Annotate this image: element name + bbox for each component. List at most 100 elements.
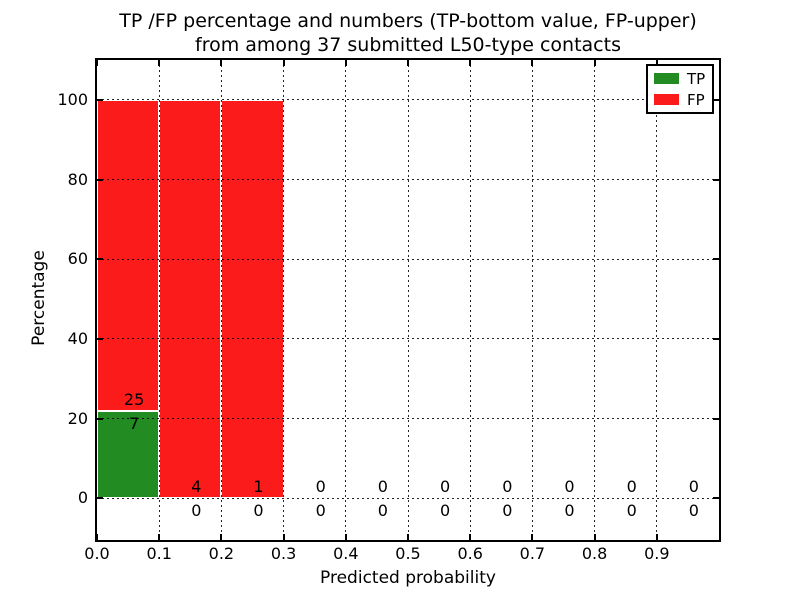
gridline-y-0 — [97, 497, 719, 499]
legend-item-tp: TP — [654, 71, 706, 87]
x-tick-bottom-0.7 — [531, 534, 534, 540]
y-tick-left-100 — [97, 98, 103, 101]
x-tick-bottom-0.9 — [655, 534, 658, 540]
y-axis-label: Percentage — [29, 250, 49, 346]
tp-count-bin2: 0 — [253, 501, 264, 521]
y-tick-right-0 — [713, 497, 719, 500]
x-tick-bottom-0.2 — [220, 534, 223, 540]
x-axis-label: Predicted probability — [320, 568, 496, 588]
y-tick-left-60 — [97, 258, 103, 261]
x-tick-bottom-0.4 — [344, 534, 347, 540]
tp-count-bin1: 0 — [191, 501, 202, 521]
x-tick-top-0.8 — [593, 60, 596, 66]
y-tick-right-60 — [713, 258, 719, 261]
gridline-x-0.3 — [283, 60, 285, 540]
fp-count-bin4: 0 — [377, 477, 388, 497]
tp-count-bin6: 0 — [502, 501, 513, 521]
fp-count-bin9: 0 — [688, 477, 699, 497]
tp-count-bin9: 0 — [688, 501, 699, 521]
gridline-x-0.8 — [594, 60, 596, 540]
x-tick-top-0.4 — [344, 60, 347, 66]
y-tick-left-80 — [97, 178, 103, 181]
fp-count-bin1: 4 — [191, 477, 202, 497]
x-tick-label-0.3: 0.3 — [270, 544, 297, 563]
x-tick-top-0.5 — [407, 60, 409, 66]
legend-label-fp: FP — [687, 90, 705, 109]
x-tick-label-0.9: 0.9 — [644, 544, 670, 563]
y-tick-right-100 — [713, 98, 719, 101]
x-tick-label-0.5: 0.5 — [395, 544, 421, 563]
chart-title: TP /FP percentage and numbers (TP-bottom… — [95, 9, 721, 57]
x-tick-bottom-0.0 — [96, 534, 98, 540]
y-tick-left-40 — [97, 337, 103, 340]
tp-count-bin8: 0 — [626, 501, 637, 521]
y-tick-label-40: 40 — [67, 328, 88, 348]
tp-swatch-icon — [654, 73, 679, 84]
gridline-x-0.7 — [531, 60, 533, 540]
x-tick-label-0.4: 0.4 — [333, 544, 359, 563]
fp-count-bin0: 25 — [123, 390, 145, 410]
gridline-x-0.9 — [656, 60, 658, 540]
x-tick-top-0.1 — [158, 60, 161, 66]
bar-fp-bin2 — [221, 99, 284, 499]
gridline-y-40 — [97, 338, 719, 340]
x-tick-bottom-0.3 — [282, 534, 285, 540]
y-tick-right-40 — [713, 337, 719, 340]
y-tick-left-20 — [97, 417, 103, 420]
x-tick-top-0.9 — [655, 60, 658, 66]
x-tick-label-0.7: 0.7 — [519, 544, 546, 563]
plot-area: 25 7 4 0 1 0 0 0 0 0 0 0 0 0 0 0 0 0 0 0 — [95, 58, 721, 542]
y-tick-label-0: 0 — [77, 488, 88, 508]
y-tick-label-80: 80 — [67, 169, 88, 189]
y-tick-label-20: 20 — [67, 408, 88, 428]
fp-count-bin3: 0 — [315, 477, 326, 497]
chart-title-line2: from among 37 submitted L50-type contact… — [195, 34, 621, 56]
y-tick-label-60: 60 — [67, 249, 88, 269]
fp-count-bin6: 0 — [502, 477, 513, 497]
legend-item-fp: FP — [654, 92, 706, 108]
x-tick-label-0.2: 0.2 — [208, 544, 235, 563]
y-tick-left-0 — [97, 497, 103, 500]
gridline-x-0.6 — [469, 60, 471, 540]
x-tick-label-0.0: 0.0 — [84, 544, 110, 563]
gridline-x-0.5 — [407, 60, 409, 540]
tp-count-bin4: 0 — [377, 501, 388, 521]
bar-tp-bin0 — [97, 411, 160, 499]
fp-count-bin7: 0 — [564, 477, 575, 497]
bar-fp-bin1 — [159, 99, 222, 499]
x-tick-bottom-0.6 — [469, 534, 472, 540]
fp-swatch-icon — [654, 94, 679, 105]
y-tick-right-80 — [713, 178, 719, 181]
tp-count-bin7: 0 — [564, 501, 575, 521]
gridline-y-100 — [97, 99, 719, 101]
x-tick-label-0.1: 0.1 — [146, 544, 172, 563]
x-tick-top-0.0 — [96, 60, 98, 66]
x-tick-bottom-0.5 — [407, 534, 409, 540]
gridline-x-0.2 — [220, 60, 222, 540]
gridline-y-60 — [97, 258, 719, 260]
x-tick-label-0.8: 0.8 — [581, 544, 608, 563]
fp-count-bin8: 0 — [626, 477, 637, 497]
tp-count-bin3: 0 — [315, 501, 326, 521]
x-tick-bottom-0.8 — [593, 534, 596, 540]
x-tick-top-0.3 — [282, 60, 285, 66]
gridline-y-20 — [97, 418, 719, 419]
fp-count-bin2: 1 — [253, 477, 264, 497]
tp-count-bin5: 0 — [440, 501, 451, 521]
chart-title-line1: TP /FP percentage and numbers (TP-bottom… — [119, 10, 697, 32]
x-tick-label-0.6: 0.6 — [457, 544, 483, 563]
bar-fp-bin0 — [97, 99, 160, 412]
gridline-y-80 — [97, 179, 719, 180]
tp-count-bin0: 7 — [129, 414, 140, 434]
gridline-x-0.4 — [345, 60, 347, 540]
legend-label-tp: TP — [687, 69, 706, 88]
fp-count-bin5: 0 — [440, 477, 451, 497]
gridline-x-0.1 — [158, 60, 160, 540]
x-tick-top-0.2 — [220, 60, 223, 66]
y-tick-right-20 — [713, 417, 719, 420]
legend: TP FP — [646, 64, 714, 114]
y-tick-label-100: 100 — [57, 89, 88, 109]
x-tick-bottom-0.1 — [158, 534, 161, 540]
x-tick-top-0.7 — [531, 60, 534, 66]
